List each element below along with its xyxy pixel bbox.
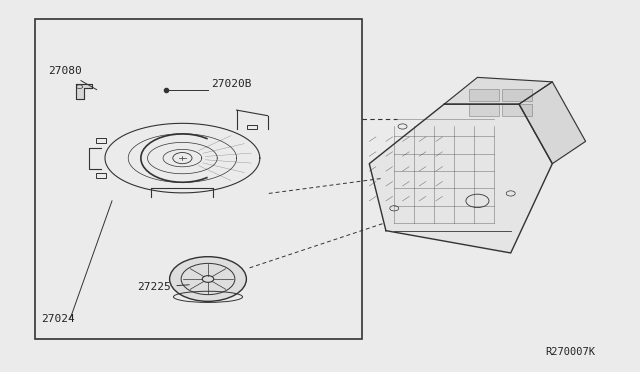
Bar: [502, 89, 532, 101]
Text: 27080: 27080: [48, 66, 97, 90]
FancyBboxPatch shape: [35, 19, 362, 339]
Bar: [469, 89, 499, 101]
Polygon shape: [444, 77, 552, 104]
Polygon shape: [76, 84, 92, 99]
Text: R270007K: R270007K: [545, 347, 595, 357]
Bar: [469, 104, 499, 116]
Bar: [502, 104, 532, 116]
Circle shape: [170, 257, 246, 301]
Text: 27225: 27225: [138, 282, 189, 292]
Text: 27020B: 27020B: [211, 78, 252, 89]
Polygon shape: [519, 82, 586, 164]
Text: 27024: 27024: [42, 314, 76, 324]
Polygon shape: [369, 104, 552, 253]
